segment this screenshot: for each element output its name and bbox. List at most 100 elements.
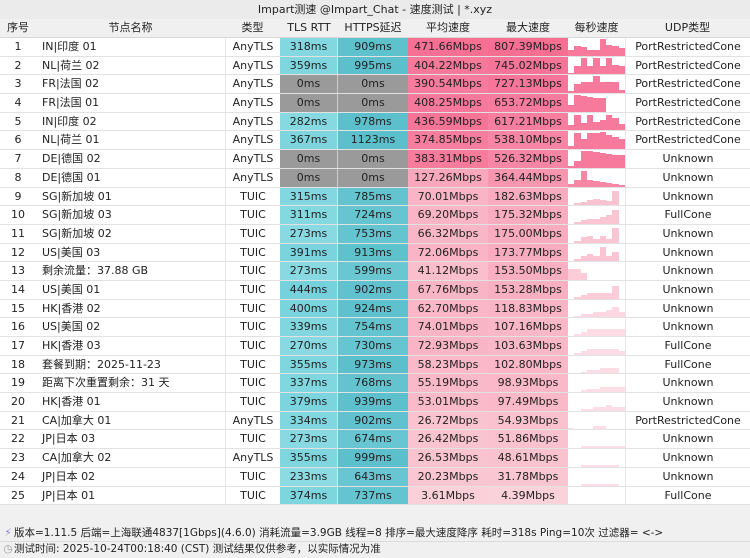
sparkline-bars bbox=[568, 487, 625, 505]
row-index-cell: 18 bbox=[11, 357, 25, 371]
tls-rtt-cell: 444ms bbox=[280, 280, 338, 299]
col-header-name[interactable]: 节点名称 bbox=[108, 21, 153, 34]
https-latency-cell: 909ms bbox=[338, 38, 408, 56]
table-row[interactable]: 9 SG|新加坡 01 TUIC 315ms 785ms 70.01Mbps 182.63M… bbox=[0, 187, 750, 207]
https-latency-cell: 999ms bbox=[338, 449, 408, 467]
udp-type-cell: FullCone bbox=[625, 206, 750, 224]
col-header-tls-rtt[interactable]: TLS RTT bbox=[287, 21, 331, 34]
table-row[interactable]: 4 FR|法国 01 AnyTLS 0ms 0ms 408.25Mbps 653.72Mbp… bbox=[0, 94, 750, 113]
https-latency-cell: 674ms bbox=[338, 430, 408, 449]
footer-time-text: 测试时间: 2025-10-24T00:18:40 (CST) 测试结果仅供参考… bbox=[14, 543, 381, 555]
table-row[interactable]: 18 套餐到期：2025-11-23 TUIC 355ms 973ms 58.23Mbps… bbox=[0, 355, 750, 375]
sparkline-bar bbox=[605, 114, 613, 131]
table-row[interactable]: 12 US|美国 03 TUIC 391ms 913ms 72.06Mbps 173.77M… bbox=[0, 243, 750, 263]
col-header-https-latency[interactable]: HTTPS延迟 bbox=[344, 21, 402, 34]
col-header-index[interactable]: 序号 bbox=[7, 21, 29, 34]
https-latency-cell: 995ms bbox=[338, 56, 408, 75]
table-row[interactable]: 6 NL|荷兰 01 AnyTLS 367ms 1123ms 374.85Mbps 538.… bbox=[0, 131, 750, 151]
col-header-udp-type[interactable]: UDP类型 bbox=[664, 21, 711, 34]
node-type-cell: AnyTLS bbox=[225, 449, 280, 467]
tls-rtt-cell: 355ms bbox=[280, 355, 338, 374]
speed-sparkline bbox=[568, 468, 625, 486]
udp-type-cell: Unknown bbox=[625, 430, 750, 449]
table-row[interactable]: 23 CA|加拿大 02 AnyTLS 355ms 999ms 26.53Mbps 48.6… bbox=[0, 449, 750, 468]
row-index-cell: 10 bbox=[11, 208, 25, 222]
sparkline-bar bbox=[599, 66, 606, 75]
table-row[interactable]: 15 HK|香港 02 TUIC 400ms 924ms 62.70Mbps 118.83M… bbox=[0, 299, 750, 319]
https-latency-cell: 730ms bbox=[338, 337, 408, 355]
sparkline-bar bbox=[580, 295, 587, 299]
node-name-cell: 剩余流量：37.88 GB bbox=[42, 264, 149, 278]
sparkline-bar bbox=[612, 286, 619, 299]
sparkline-bar bbox=[586, 114, 594, 131]
speed-sparkline bbox=[568, 244, 625, 262]
speed-sparkline bbox=[568, 262, 625, 280]
table-row[interactable]: 2 NL|荷兰 02 AnyTLS 359ms 995ms 404.22Mbps 745.0… bbox=[0, 56, 750, 76]
sparkline-bar bbox=[593, 312, 600, 318]
sparkline-bar bbox=[568, 183, 575, 187]
table-row[interactable]: 19 距离下次重置剩余：31 天 TUIC 337ms 768ms 55.19Mbps 98… bbox=[0, 374, 750, 394]
sparkline-bar bbox=[580, 170, 587, 187]
sparkline-bar bbox=[605, 134, 613, 150]
sparkline-bar bbox=[574, 45, 581, 56]
col-header-max-speed[interactable]: 最大速度 bbox=[506, 21, 550, 34]
table-row[interactable]: 11 SG|新加坡 02 TUIC 273ms 753ms 66.32Mbps 175.00… bbox=[0, 224, 750, 244]
table-row[interactable]: 21 CA|加拿大 01 AnyTLS 334ms 902ms 26.72Mbps 54.9… bbox=[0, 411, 750, 431]
sparkline-bar bbox=[612, 465, 619, 467]
tls-rtt-cell: 311ms bbox=[280, 206, 338, 224]
table-row[interactable]: 17 HK|香港 03 TUIC 270ms 730ms 72.93Mbps 103.63M… bbox=[0, 337, 750, 356]
table-row[interactable]: 3 FR|法国 02 AnyTLS 0ms 0ms 390.54Mbps 727.13Mbp… bbox=[0, 75, 750, 95]
table-row[interactable]: 24 JP|日本 02 TUIC 233ms 643ms 20.23Mbps 31.78Mb… bbox=[0, 467, 750, 487]
table-row[interactable]: 5 IN|印度 02 AnyTLS 282ms 978ms 436.59Mbps 617.2… bbox=[0, 112, 750, 132]
col-header-avg-speed[interactable]: 平均速度 bbox=[426, 21, 470, 34]
sparkline-bar bbox=[605, 200, 613, 206]
udp-type-cell: Unknown bbox=[625, 449, 750, 467]
sparkline-bar bbox=[580, 255, 587, 262]
table-row[interactable]: 7 DE|德国 02 AnyTLS 0ms 0ms 383.31Mbps 526.32Mbp… bbox=[0, 150, 750, 169]
row-index-cell: 13 bbox=[11, 264, 25, 278]
table-row[interactable]: 13 剩余流量：37.88 GB TUIC 273ms 599ms 41.12Mbps 15… bbox=[0, 262, 750, 281]
table-row[interactable]: 22 JP|日本 03 TUIC 273ms 674ms 26.42Mbps 51.86Mb… bbox=[0, 430, 750, 450]
table-row[interactable]: 16 US|美国 02 TUIC 339ms 754ms 74.01Mbps 107.16M… bbox=[0, 318, 750, 337]
table-row[interactable]: 14 US|美国 01 TUIC 444ms 902ms 67.76Mbps 153.28M… bbox=[0, 280, 750, 300]
sparkline-bar bbox=[599, 407, 606, 411]
row-index-cell: 5 bbox=[14, 114, 22, 128]
sparkline-bar bbox=[593, 483, 600, 486]
table-row[interactable]: 20 HK|香港 01 TUIC 379ms 939ms 53.01Mbps 97.49Mb… bbox=[0, 393, 750, 412]
sparkline-bar bbox=[593, 293, 600, 299]
sparkline-bar bbox=[586, 293, 594, 299]
node-name-cell: IN|印度 01 bbox=[42, 40, 97, 53]
speed-sparkline bbox=[568, 169, 625, 187]
sparkline-bar bbox=[580, 371, 587, 374]
node-name-cell: 距离下次重置剩余：31 天 bbox=[42, 376, 170, 390]
tls-rtt-cell: 282ms bbox=[280, 112, 338, 131]
col-header-per-second-speed[interactable]: 每秒速度 bbox=[574, 21, 619, 34]
col-header-type[interactable]: 类型 bbox=[241, 21, 264, 34]
node-type-cell: AnyTLS bbox=[225, 150, 280, 168]
https-latency-cell: 643ms bbox=[338, 467, 408, 486]
sparkline-bar bbox=[605, 386, 613, 393]
node-type-cell: TUIC bbox=[225, 430, 280, 449]
avg-speed-cell: 383.31Mbps bbox=[408, 150, 488, 168]
sparkline-bar bbox=[612, 252, 619, 262]
table-row[interactable]: 25 JP|日本 01 TUIC 374ms 737ms 3.61Mbps 4.39Mbps… bbox=[0, 486, 750, 506]
table-row[interactable]: 10 SG|新加坡 03 TUIC 311ms 724ms 69.20Mbps 175.32… bbox=[0, 206, 750, 225]
row-index-cell: 11 bbox=[11, 226, 25, 240]
table-header: 序号 节点名称 类型 TLS RTT HTTPS延迟 平均速度 最大速度 每秒速… bbox=[0, 19, 750, 38]
table-row[interactable]: 1 IN|印度 01 AnyTLS 318ms 909ms 471.66Mbps 807.3… bbox=[0, 38, 750, 57]
table-row[interactable]: 8 DE|德国 01 AnyTLS 0ms 0ms 127.26Mbps 364.44Mbp… bbox=[0, 168, 750, 188]
sparkline-bar bbox=[580, 237, 587, 243]
max-speed-cell: 48.61Mbps bbox=[488, 449, 568, 467]
sparkline-bar bbox=[586, 349, 594, 355]
node-name-cell: JP|日本 02 bbox=[42, 469, 96, 483]
avg-speed-cell: 374.85Mbps bbox=[408, 131, 488, 150]
sparkline-bar bbox=[612, 191, 619, 206]
node-type-cell: AnyTLS bbox=[225, 168, 280, 187]
sparkline-bar bbox=[568, 166, 575, 168]
avg-speed-cell: 55.19Mbps bbox=[408, 374, 488, 393]
speed-sparkline bbox=[568, 487, 625, 505]
sparkline-bar bbox=[599, 446, 606, 449]
avg-speed-cell: 58.23Mbps bbox=[408, 355, 488, 374]
node-type-cell: TUIC bbox=[225, 374, 280, 393]
sparkline-bar bbox=[586, 82, 594, 94]
